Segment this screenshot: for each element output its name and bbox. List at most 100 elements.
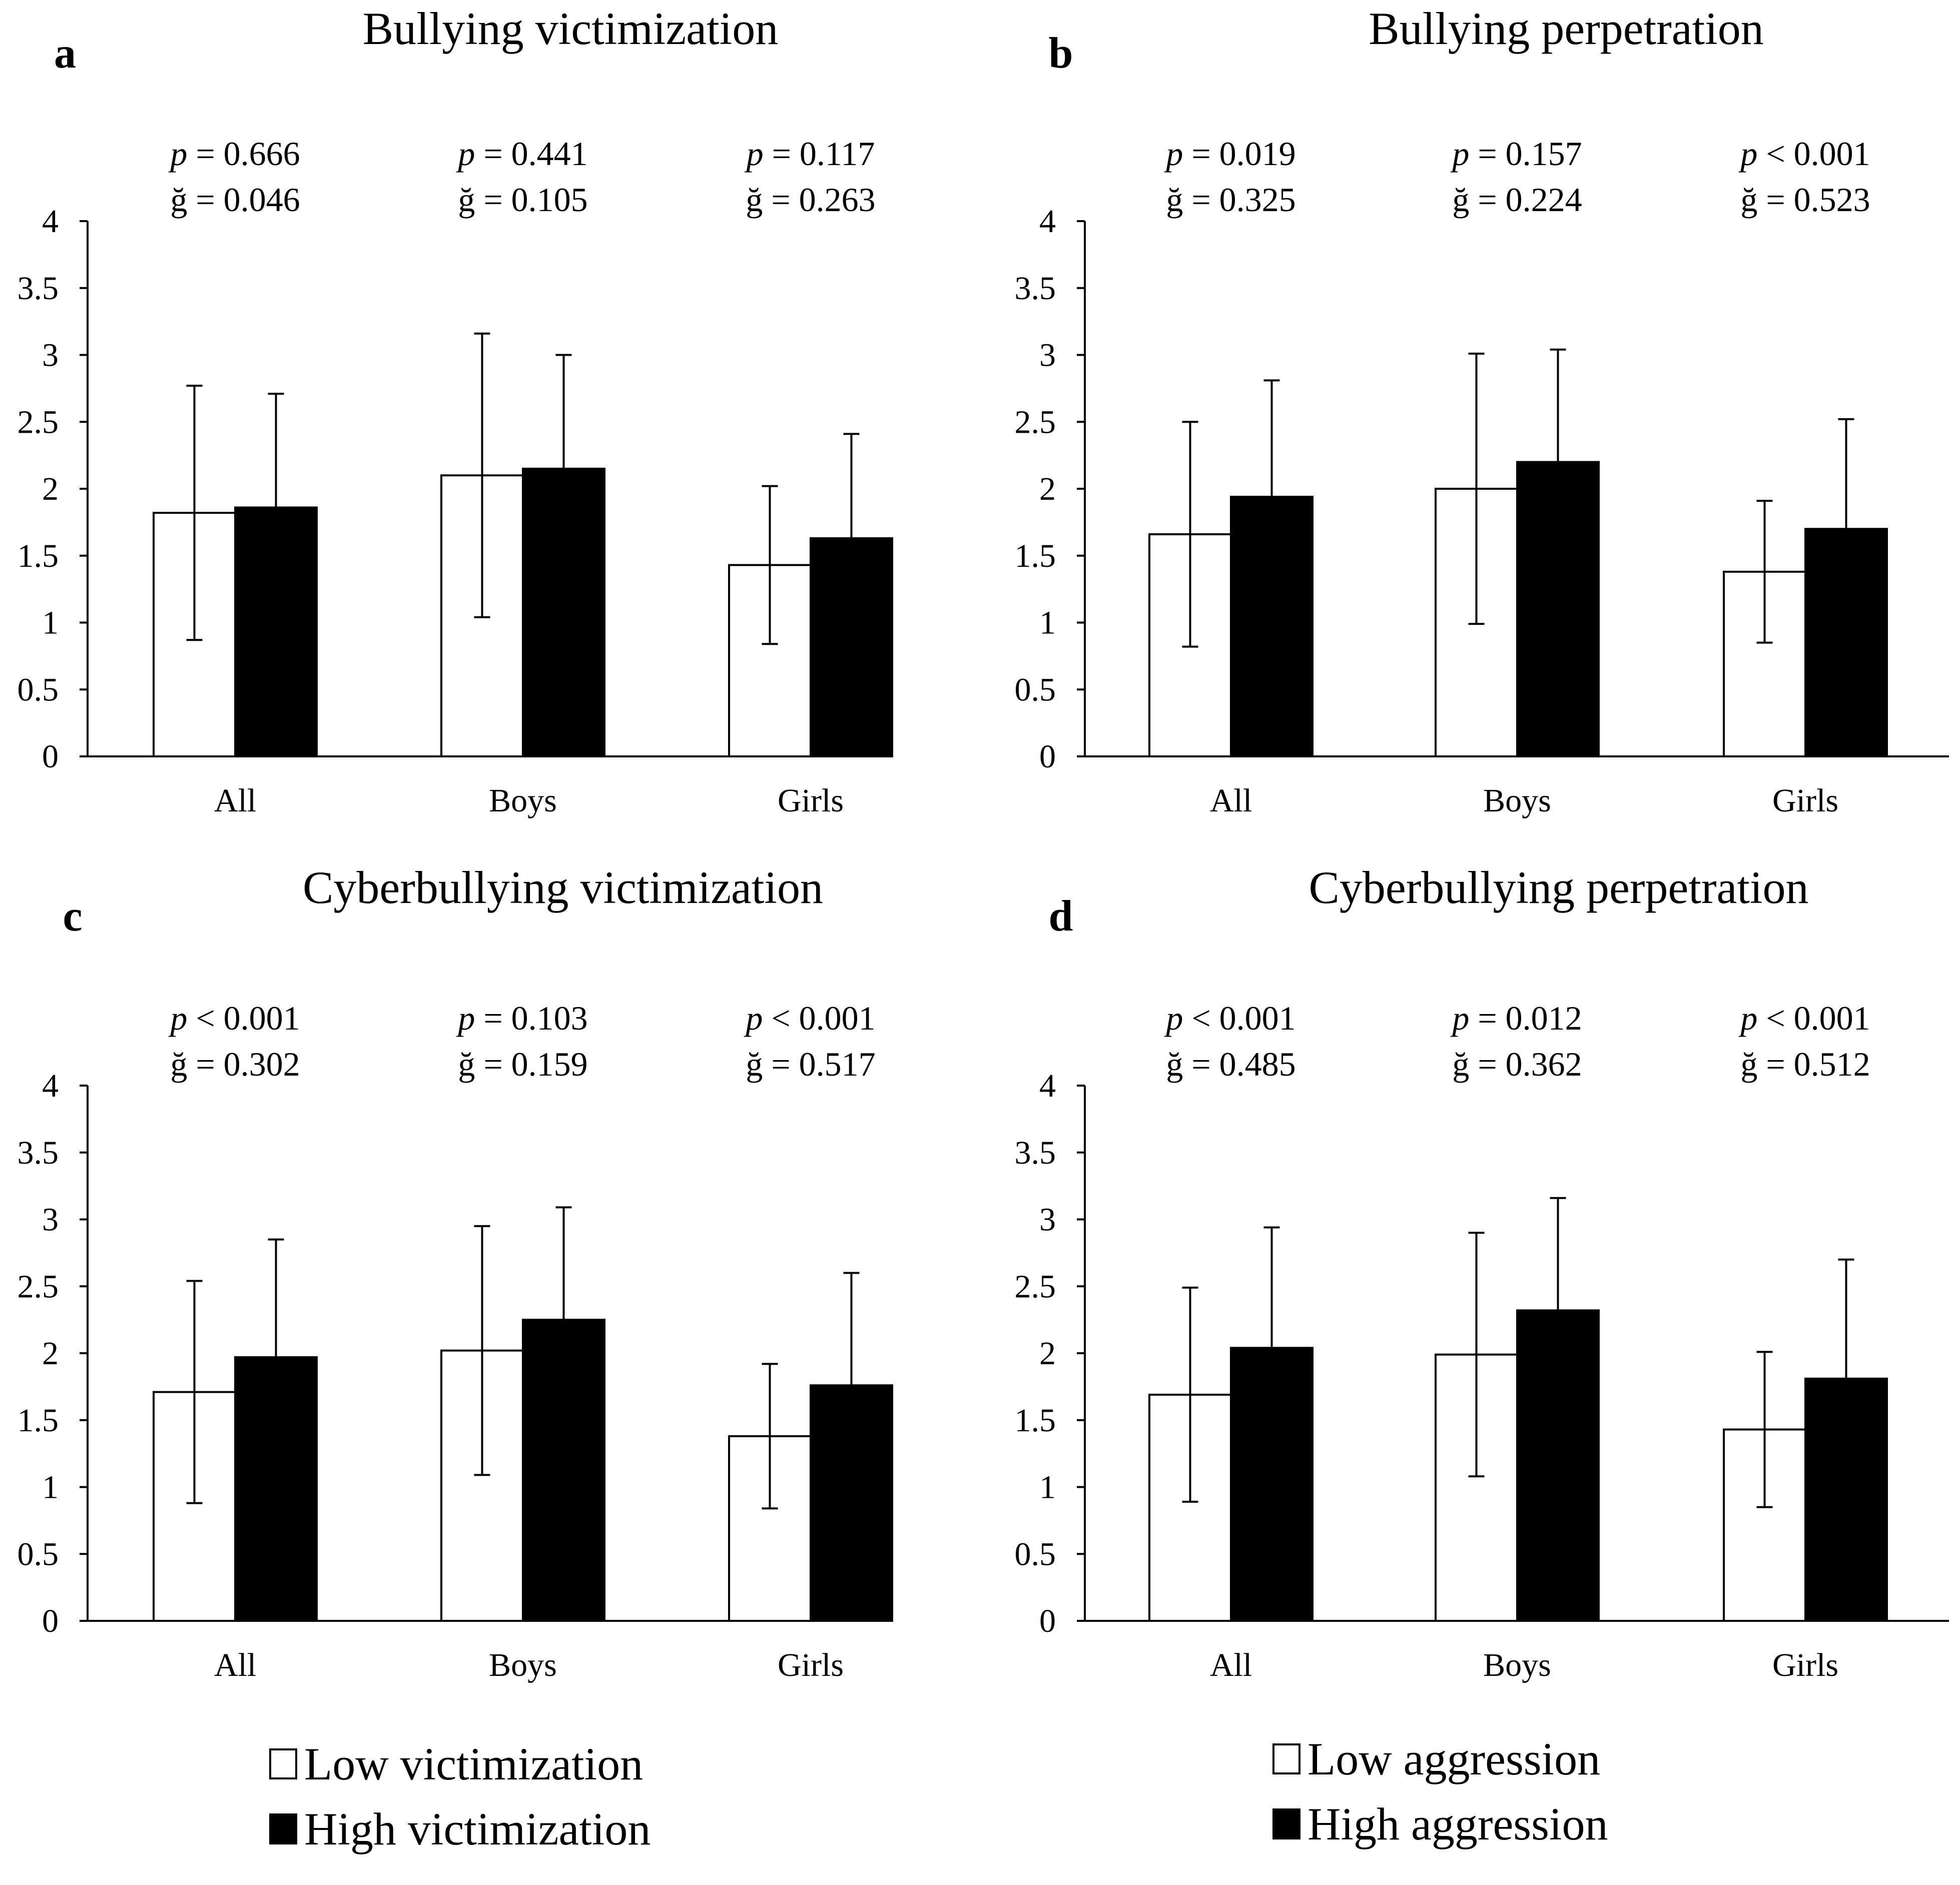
chart-title: Cyberbullying victimization	[303, 862, 823, 913]
p-value-text: < 0.001	[1757, 135, 1870, 173]
p-symbol: p	[456, 135, 475, 173]
y-tick-label: 2	[42, 471, 59, 507]
bar-high-boys	[522, 467, 605, 757]
y-tick-label: 3.5	[18, 270, 59, 307]
p-value-text: < 0.001	[1183, 999, 1295, 1037]
effect-size-label: ğ = 0.325	[1166, 181, 1295, 219]
y-tick-label: 4	[42, 1068, 59, 1104]
y-tick-label: 1	[42, 1469, 59, 1506]
legend-label: Low aggression	[1308, 1733, 1600, 1784]
p-symbol: p	[1164, 999, 1183, 1037]
p-symbol: p	[1450, 135, 1469, 173]
y-tick-label: 2.5	[1015, 404, 1056, 440]
effect-size-label: ğ = 0.512	[1740, 1045, 1870, 1083]
y-tick-label: 2.5	[18, 404, 59, 440]
y-tick-label: 1.5	[1015, 538, 1056, 574]
effect-size-label: ğ = 0.263	[746, 181, 875, 219]
y-tick-label: 3	[42, 1202, 59, 1238]
y-tick-label: 3	[42, 337, 59, 374]
p-symbol: p	[744, 999, 763, 1037]
legend-label: High aggression	[1308, 1798, 1608, 1849]
legend-victimization: Low victimization High victimization	[269, 1738, 650, 1854]
x-tick-label: All	[1210, 782, 1252, 819]
p-symbol: p	[1738, 135, 1757, 173]
chart-panel-b: b Bullying perpetration 0 0.5 1 1.5 2 2.5 3 3.5 4 A…	[1015, 3, 1949, 819]
p-symbol: p	[1738, 999, 1757, 1037]
y-tick-label: 0	[1039, 738, 1056, 775]
p-value-text: = 0.019	[1183, 135, 1295, 173]
p-value-label: p = 0.666	[168, 135, 300, 173]
p-symbol: p	[1450, 999, 1469, 1037]
y-tick-label: 2	[1039, 1335, 1056, 1372]
effect-size-label: ğ = 0.302	[170, 1045, 300, 1083]
y-tick-label: 1	[1039, 605, 1056, 641]
p-value-label: p < 0.001	[1164, 999, 1295, 1037]
p-value-label: p = 0.012	[1450, 999, 1582, 1037]
x-tick-label: Boys	[1483, 782, 1551, 819]
panel-letter: a	[54, 29, 76, 78]
legend-swatch	[269, 1748, 297, 1779]
x-tick-label: Girls	[778, 782, 844, 819]
p-value-label: p < 0.001	[1738, 135, 1870, 173]
y-tick-label: 2	[1039, 471, 1056, 507]
chart-title: Cyberbullying perpetration	[1309, 862, 1809, 913]
legend-aggression: Low aggression High aggression	[1272, 1733, 1608, 1849]
effect-size-label: ğ = 0.523	[1740, 181, 1870, 219]
p-value-text: < 0.001	[187, 999, 300, 1037]
p-value-text: < 0.001	[763, 999, 875, 1037]
chart-panel-c: c Cyberbullying victimization 0 0.5 1 1.5 2 2.5…	[18, 862, 893, 1683]
y-tick-label: 0.5	[18, 1536, 59, 1572]
effect-size-label: ğ = 0.105	[458, 181, 587, 219]
y-tick-label: 0	[1039, 1603, 1056, 1639]
y-tick-label: 0	[42, 738, 59, 775]
effect-size-label: ğ = 0.159	[458, 1045, 587, 1083]
y-tick-label: 4	[42, 203, 59, 240]
p-value-label: p < 0.001	[168, 999, 300, 1037]
effect-size-label: ğ = 0.362	[1452, 1045, 1582, 1083]
x-tick-label: All	[214, 782, 256, 819]
y-tick-label: 1.5	[18, 538, 59, 574]
x-tick-label: All	[1210, 1647, 1252, 1683]
effect-size-label: ğ = 0.485	[1166, 1045, 1295, 1083]
p-value-text: = 0.117	[764, 135, 875, 173]
p-value-label: p = 0.019	[1164, 135, 1295, 173]
y-tick-label: 0	[42, 1603, 59, 1639]
y-tick-label: 0.5	[18, 671, 59, 708]
y-tick-label: 0.5	[1015, 671, 1056, 708]
legend-label: Low victimization	[304, 1738, 643, 1789]
effect-size-label: ğ = 0.224	[1452, 181, 1582, 219]
p-value-label: p = 0.103	[456, 999, 587, 1037]
y-tick-label: 0.5	[1015, 1536, 1056, 1572]
x-tick-label: Girls	[1772, 1647, 1838, 1683]
x-tick-label: Boys	[489, 1647, 557, 1683]
p-symbol: p	[168, 999, 187, 1037]
p-value-text: = 0.157	[1469, 135, 1582, 173]
y-tick-label: 4	[1039, 1068, 1056, 1104]
y-tick-label: 1	[42, 605, 59, 641]
p-value-label: p < 0.001	[744, 999, 875, 1037]
x-tick-label: Boys	[1483, 1647, 1551, 1683]
chart-title: Bullying victimization	[363, 3, 778, 54]
p-value-label: p < 0.001	[1738, 999, 1870, 1037]
y-tick-label: 3	[1039, 1202, 1056, 1238]
y-tick-label: 3.5	[1015, 1135, 1056, 1171]
p-value-label: p = 0.441	[456, 135, 587, 173]
chart-panel-d: d Cyberbullying perpetration 0 0.5 1 1.5 2 2.5 3…	[1015, 862, 1949, 1683]
x-tick-label: Girls	[1772, 782, 1838, 819]
legend-label: High victimization	[304, 1803, 650, 1854]
legend-swatch	[1272, 1808, 1300, 1839]
p-value-text: = 0.012	[1469, 999, 1582, 1037]
x-tick-label: All	[214, 1647, 256, 1683]
x-tick-label: Girls	[778, 1647, 844, 1683]
y-tick-label: 4	[1039, 203, 1056, 240]
p-value-text: < 0.001	[1757, 999, 1870, 1037]
panel-letter: b	[1049, 29, 1073, 78]
effect-size-label: ğ = 0.517	[746, 1045, 875, 1083]
chart-panel-a: a Bullying victimization 0 0.5 1 1.5 2 2.5 3 3.5 4…	[18, 3, 893, 819]
panel-letter: d	[1049, 892, 1073, 940]
p-value-label: p = 0.157	[1450, 135, 1582, 173]
y-tick-label: 1.5	[18, 1402, 59, 1439]
p-value-text: = 0.666	[187, 135, 300, 173]
p-value-label: p = 0.117	[745, 135, 875, 173]
y-tick-label: 1.5	[1015, 1402, 1056, 1439]
